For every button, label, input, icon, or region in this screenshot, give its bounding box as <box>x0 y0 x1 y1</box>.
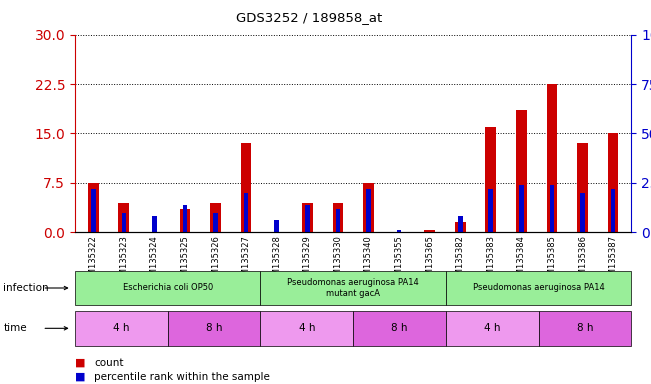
Text: 8 h: 8 h <box>577 323 593 333</box>
Bar <box>577 143 588 232</box>
Text: 4 h: 4 h <box>299 323 315 333</box>
Text: ■: ■ <box>75 372 89 382</box>
Bar <box>547 84 557 232</box>
Text: 4 h: 4 h <box>484 323 501 333</box>
Text: 4 h: 4 h <box>113 323 130 333</box>
Bar <box>363 183 374 232</box>
Bar <box>214 213 218 232</box>
Bar <box>396 230 401 232</box>
Bar <box>210 203 221 232</box>
Bar <box>183 205 187 232</box>
Text: count: count <box>94 358 124 368</box>
Text: 8 h: 8 h <box>206 323 222 333</box>
Bar <box>580 193 585 232</box>
Bar <box>455 222 465 232</box>
Bar <box>335 209 340 232</box>
Text: percentile rank within the sample: percentile rank within the sample <box>94 372 270 382</box>
Bar <box>241 143 251 232</box>
Bar <box>88 183 98 232</box>
Bar <box>118 203 129 232</box>
Text: Pseudomonas aeruginosa PA14
mutant gacA: Pseudomonas aeruginosa PA14 mutant gacA <box>287 278 419 298</box>
Bar <box>302 203 312 232</box>
Bar <box>486 127 496 232</box>
Bar <box>458 217 462 232</box>
Text: infection: infection <box>3 283 49 293</box>
Bar <box>611 189 615 232</box>
Bar <box>275 220 279 232</box>
Bar <box>519 185 523 232</box>
Bar <box>516 110 527 232</box>
Bar <box>244 193 249 232</box>
Bar <box>152 217 157 232</box>
Text: time: time <box>3 323 27 333</box>
Text: GDS3252 / 189858_at: GDS3252 / 189858_at <box>236 12 381 25</box>
Bar <box>424 230 435 232</box>
Bar <box>91 189 96 232</box>
Bar <box>305 205 310 232</box>
Bar <box>180 209 190 232</box>
Bar <box>608 134 618 232</box>
Text: ■: ■ <box>75 358 89 368</box>
Text: 8 h: 8 h <box>391 323 408 333</box>
Bar <box>366 189 371 232</box>
Bar <box>488 189 493 232</box>
Text: Pseudomonas aeruginosa PA14: Pseudomonas aeruginosa PA14 <box>473 283 605 293</box>
Bar <box>549 185 554 232</box>
Text: Escherichia coli OP50: Escherichia coli OP50 <box>122 283 213 293</box>
Bar <box>333 203 343 232</box>
Bar <box>122 213 126 232</box>
